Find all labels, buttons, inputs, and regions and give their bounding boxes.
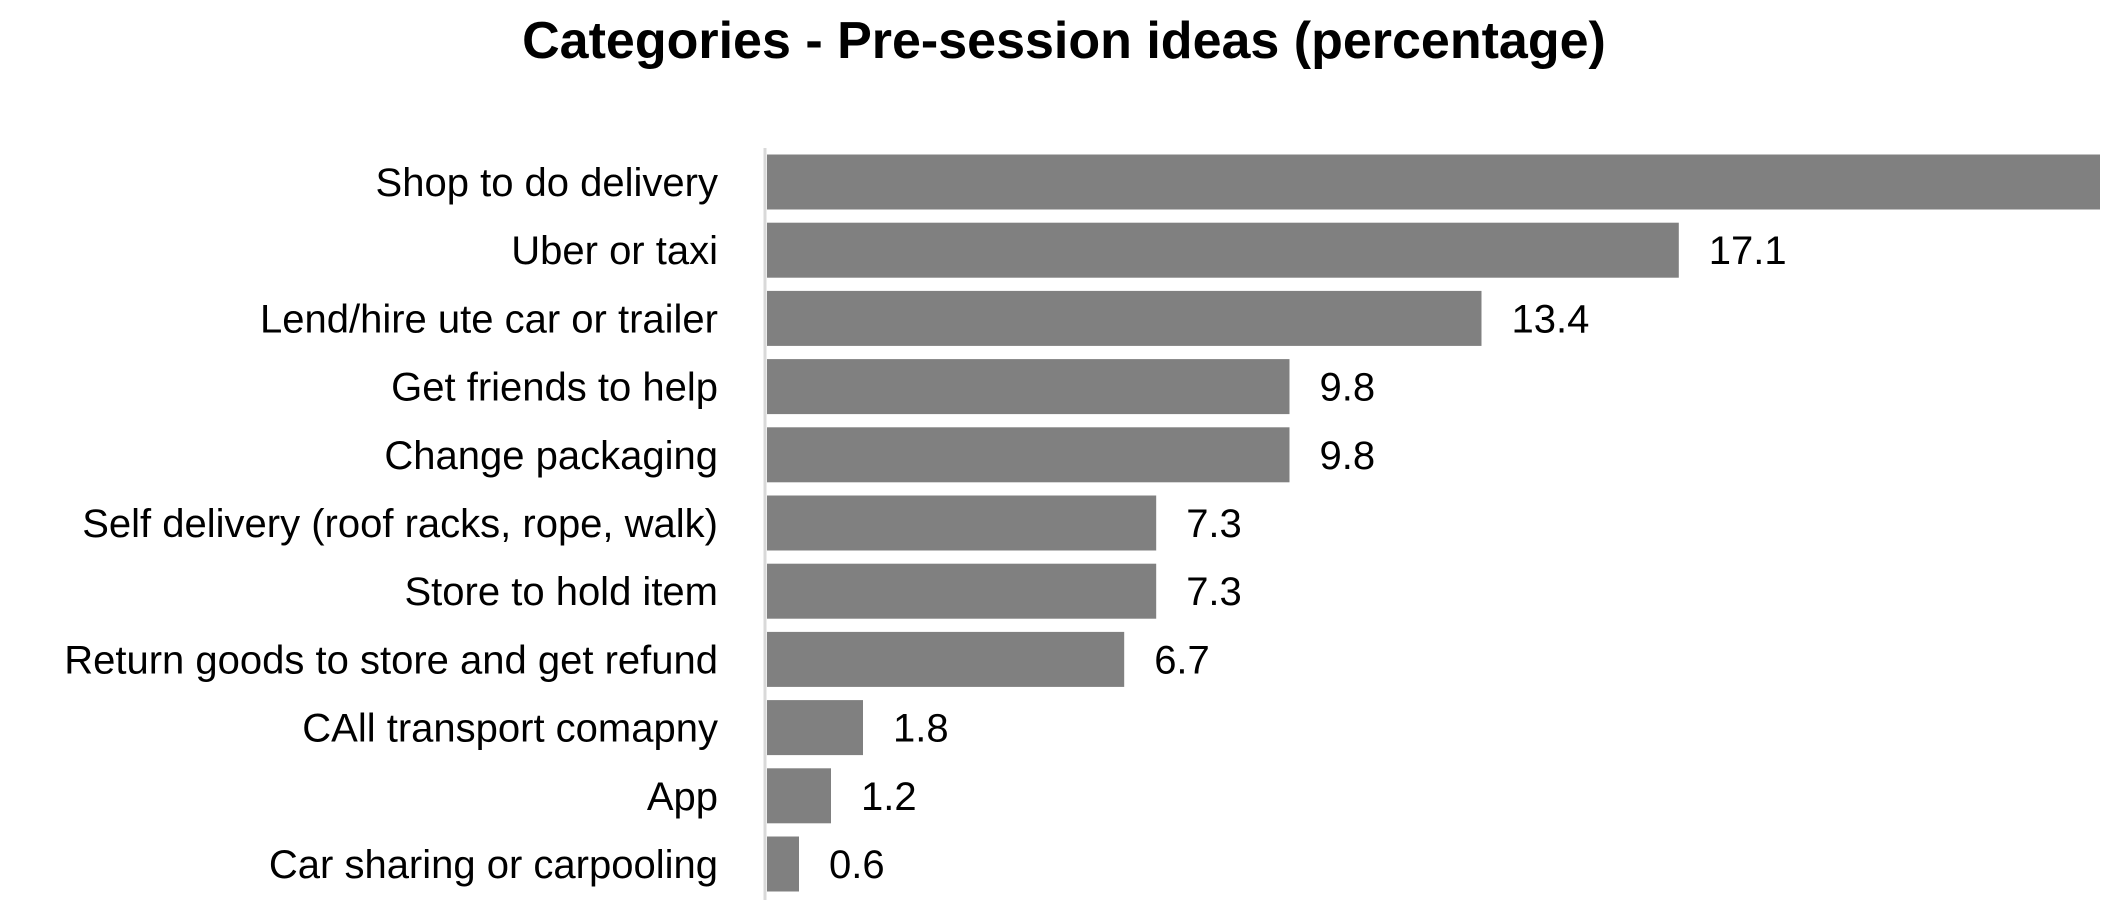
category-label-5: Self delivery (roof racks, rope, walk) xyxy=(82,502,718,546)
bar-1 xyxy=(767,222,1679,278)
value-label-9: 1.2 xyxy=(861,775,917,819)
category-labels: Shop to do delivery Uber or taxi Lend/hire… xyxy=(64,161,718,887)
value-label-6: 7.3 xyxy=(1186,570,1242,614)
category-label-3: Get friends to help xyxy=(391,366,718,410)
bar-4 xyxy=(767,427,1290,483)
value-labels: 2517.113.49.89.87.37.36.71.81.20.6 xyxy=(829,229,1787,887)
category-label-6: Store to hold item xyxy=(405,570,719,614)
bars-group xyxy=(767,154,2100,892)
bar-7 xyxy=(767,631,1125,687)
category-label-9: App xyxy=(647,775,718,819)
category-label-0: Shop to do delivery xyxy=(376,161,718,205)
value-label-1: 17.1 xyxy=(1709,229,1787,273)
bar-3 xyxy=(767,359,1290,415)
category-label-10: Car sharing or carpooling xyxy=(269,843,718,887)
category-label-4: Change packaging xyxy=(384,434,718,478)
chart-title: Categories - Pre-session ideas (percenta… xyxy=(522,12,1606,70)
category-label-8: CAll transport comapny xyxy=(302,707,718,751)
value-label-2: 13.4 xyxy=(1512,297,1590,341)
bar-2 xyxy=(767,290,1482,346)
value-label-4: 9.8 xyxy=(1320,434,1376,478)
value-label-3: 9.8 xyxy=(1320,366,1376,410)
category-label-1: Uber or taxi xyxy=(511,229,718,273)
bar-8 xyxy=(767,700,863,756)
value-label-5: 7.3 xyxy=(1186,502,1242,546)
value-label-10: 0.6 xyxy=(829,843,885,887)
bar-0 xyxy=(767,154,2100,210)
category-label-2: Lend/hire ute car or trailer xyxy=(260,297,718,341)
value-label-7: 6.7 xyxy=(1154,638,1210,682)
bar-10 xyxy=(767,836,799,892)
bar-9 xyxy=(767,768,831,824)
bar-5 xyxy=(767,495,1157,551)
category-label-7: Return goods to store and get refund xyxy=(64,638,718,682)
bar-6 xyxy=(767,563,1157,619)
value-label-8: 1.8 xyxy=(893,707,949,751)
